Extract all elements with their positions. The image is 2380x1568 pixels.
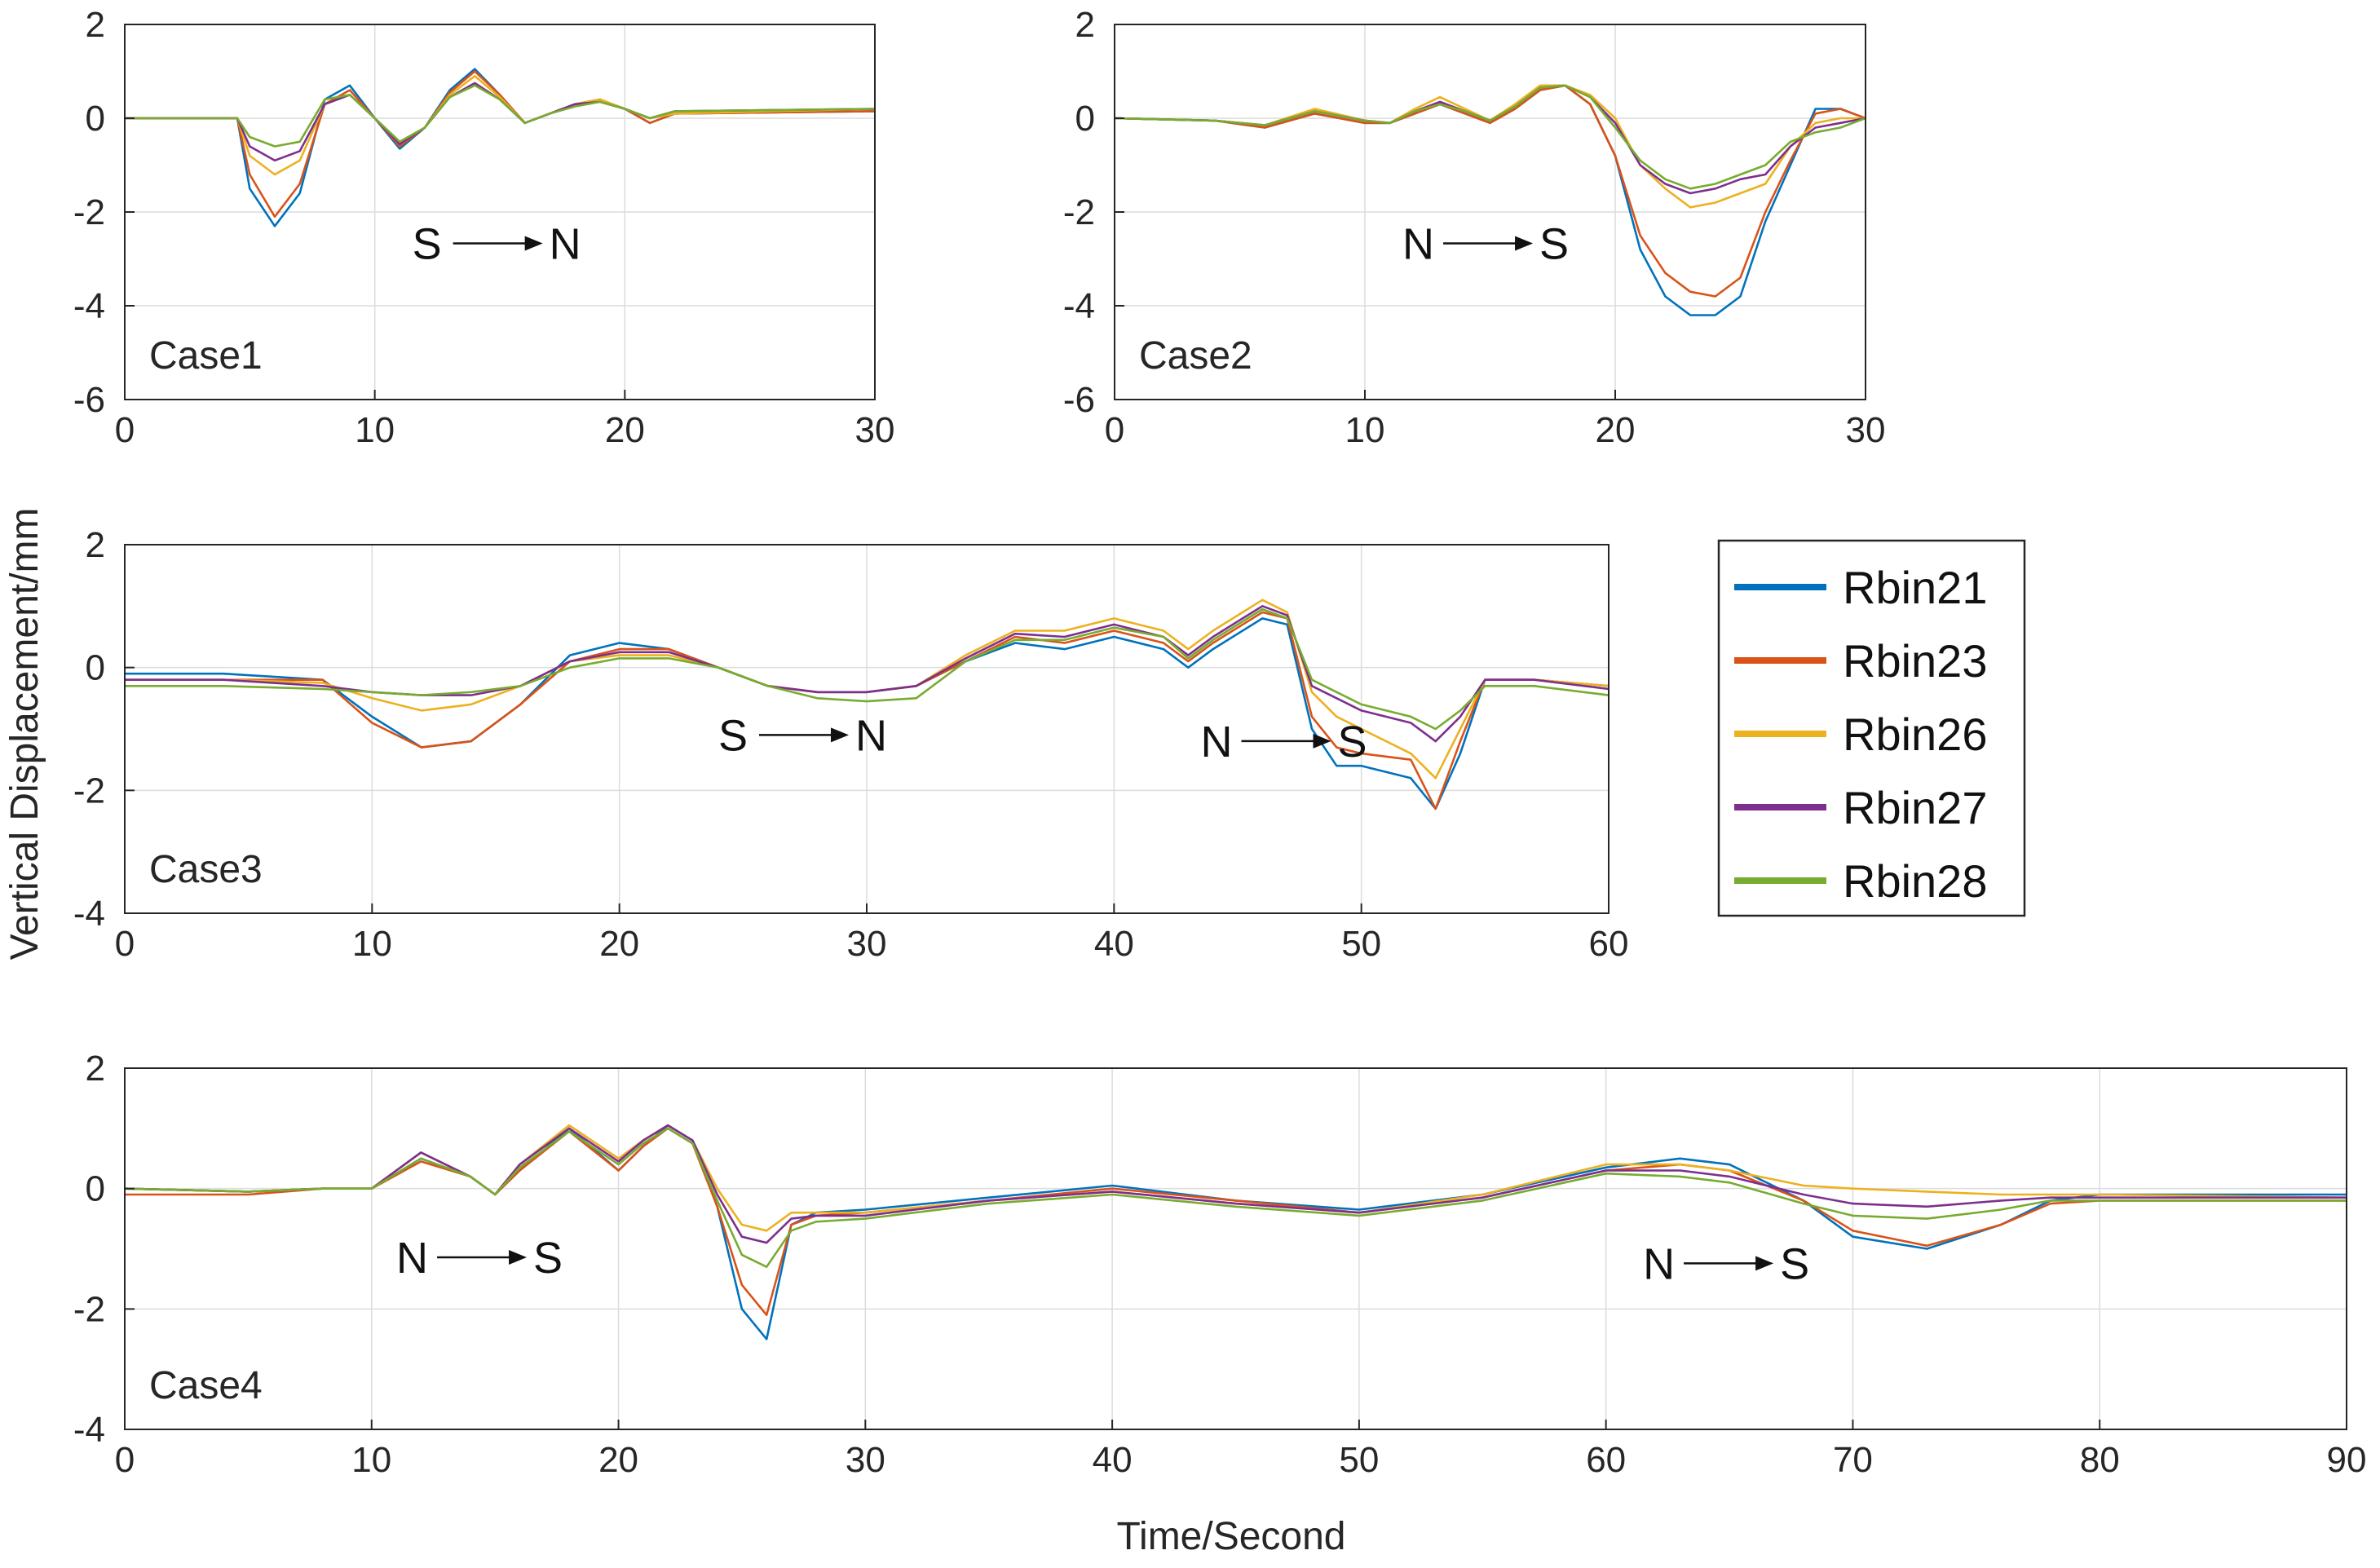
y-tick-label: 2: [86, 5, 105, 45]
y-tick-label: 0: [86, 99, 105, 139]
y-tick-label: 2: [1075, 5, 1095, 45]
x-tick-label: 0: [115, 924, 135, 964]
x-tick-label: 20: [598, 1440, 638, 1480]
direction-from: N: [1643, 1239, 1675, 1288]
direction-to: S: [533, 1234, 563, 1283]
x-tick-label: 0: [115, 1440, 135, 1480]
x-tick-label: 80: [2080, 1440, 2120, 1480]
direction-from: N: [1201, 718, 1233, 766]
y-tick-label: -2: [73, 771, 105, 811]
y-tick-label: 0: [1075, 99, 1095, 139]
legend-label: Rbin26: [1843, 709, 1987, 760]
y-tick-label: 2: [86, 1049, 105, 1089]
direction-from: N: [396, 1234, 428, 1283]
series-line-rbin28: [124, 1127, 2347, 1268]
direction-from: S: [718, 711, 748, 760]
x-tick-label: 10: [355, 410, 395, 450]
y-tick-label: -4: [73, 1410, 105, 1450]
series-line-rbin28: [125, 607, 1609, 731]
y-axis-label: Vertical Displacement/mm: [3, 508, 46, 961]
direction-to: S: [1539, 220, 1569, 269]
y-tick-label: -6: [73, 380, 105, 420]
y-tick-label: -2: [1063, 192, 1095, 232]
x-tick-label: 0: [115, 410, 135, 450]
arrow-right-icon: [831, 727, 849, 743]
arrow-right-icon: [509, 1250, 528, 1265]
legend-label: Rbin21: [1843, 562, 1987, 613]
direction-to: S: [1338, 718, 1367, 766]
series-line-rbin27: [125, 604, 1609, 743]
y-tick-label: -4: [1063, 286, 1095, 326]
x-tick-label: 60: [1589, 924, 1629, 964]
y-tick-label: 2: [86, 525, 105, 565]
case-label: Case1: [149, 334, 263, 378]
arrow-right-icon: [1515, 236, 1534, 251]
series-line-rbin28: [125, 84, 876, 148]
series-line-rbin28: [1114, 84, 1866, 190]
case-label: Case3: [149, 848, 263, 891]
x-tick-label: 10: [352, 924, 392, 964]
x-tick-label: 30: [855, 410, 895, 450]
direction-to: N: [550, 220, 581, 269]
direction-from: S: [413, 220, 442, 269]
case-label: Case4: [149, 1364, 263, 1407]
x-tick-label: 40: [1093, 1440, 1133, 1480]
x-tick-label: 50: [1341, 924, 1381, 964]
case-label: Case2: [1139, 334, 1252, 378]
series-line-rbin26: [125, 598, 1609, 780]
x-tick-label: 20: [1596, 410, 1636, 450]
x-tick-label: 20: [599, 924, 639, 964]
legend-label: Rbin28: [1843, 855, 1987, 907]
direction-to: S: [1780, 1239, 1809, 1288]
x-tick-label: 30: [847, 924, 887, 964]
x-tick-label: 20: [605, 410, 645, 450]
series-line-rbin23: [125, 611, 1609, 811]
y-tick-label: -2: [73, 1289, 105, 1329]
legend-box: [1717, 539, 2026, 917]
y-tick-label: -6: [1063, 380, 1095, 420]
x-tick-label: 40: [1094, 924, 1134, 964]
x-axis-label: Time/Second: [1116, 1515, 1345, 1558]
y-tick-label: -4: [73, 894, 105, 934]
direction-to: N: [855, 711, 887, 760]
legend-label: Rbin27: [1843, 782, 1987, 833]
x-tick-label: 30: [846, 1440, 885, 1480]
legend: Rbin21 Rbin23 Rbin26 Rbin27 Rbin28: [1717, 539, 2026, 917]
x-tick-label: 90: [2327, 1440, 2367, 1480]
x-tick-label: 10: [351, 1440, 391, 1480]
x-tick-label: 70: [1833, 1440, 1873, 1480]
plot-frame: [124, 1067, 2347, 1430]
arrow-right-icon: [1313, 733, 1331, 749]
y-tick-label: -4: [73, 286, 105, 326]
x-tick-label: 10: [1345, 410, 1385, 450]
y-tick-label: -2: [73, 192, 105, 232]
arrow-right-icon: [1755, 1256, 1774, 1271]
y-tick-label: 0: [86, 648, 105, 688]
x-tick-label: 0: [1105, 410, 1124, 450]
x-tick-label: 60: [1586, 1440, 1626, 1480]
x-tick-label: 50: [1339, 1440, 1379, 1480]
direction-from: N: [1402, 220, 1434, 269]
x-tick-label: 30: [1846, 410, 1886, 450]
arrow-right-icon: [524, 236, 543, 251]
y-tick-label: 0: [86, 1169, 105, 1209]
legend-label: Rbin23: [1843, 635, 1987, 687]
